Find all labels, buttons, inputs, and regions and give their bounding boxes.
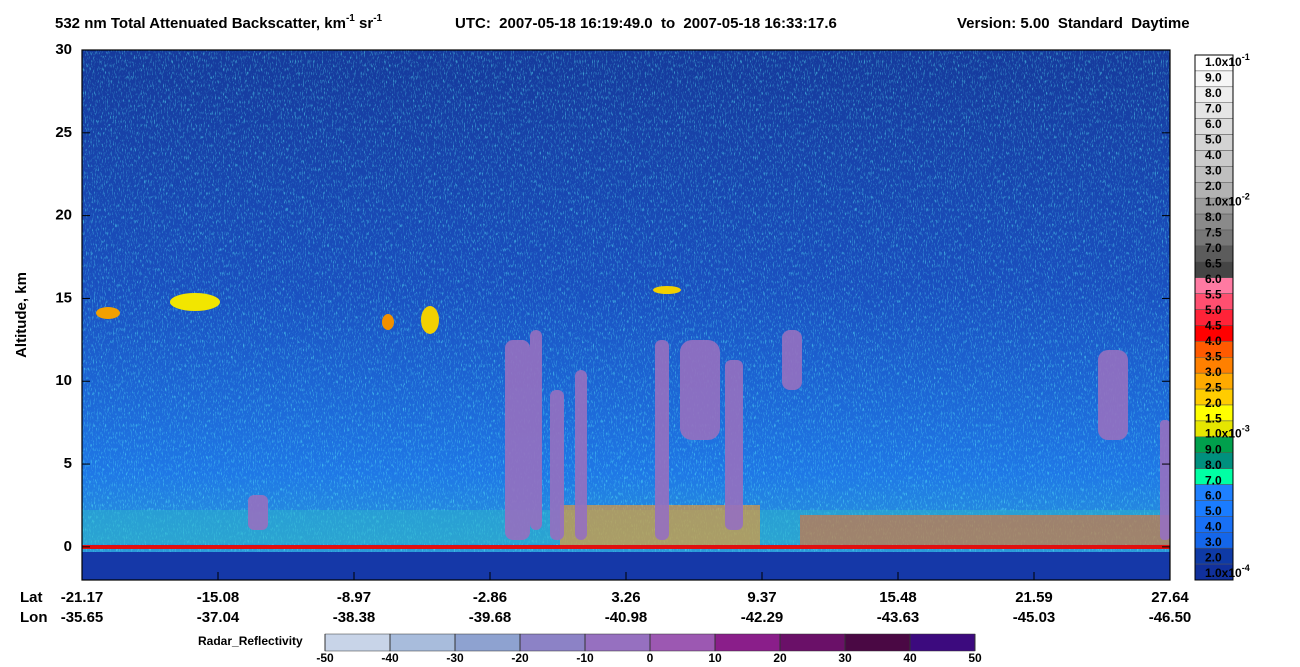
colorbar-label: 1.5	[1205, 411, 1222, 425]
colorbar-label: 4.0	[1205, 520, 1222, 534]
x-tick-label: -35.65	[61, 609, 104, 626]
colorbar-label-base: 1.0x10	[1205, 566, 1242, 580]
radar-colorbar-swatch	[454, 633, 521, 652]
radar-tick-label: 0	[647, 651, 654, 665]
y-tick-label: 5	[64, 455, 72, 472]
colorbar-label: 3.0	[1205, 164, 1222, 178]
colorbar-label: 9.0	[1205, 71, 1222, 85]
y-tick-label: 10	[55, 372, 72, 389]
colorbar-label-exp: -4	[1242, 563, 1250, 573]
radar-colorbar-title: Radar_Reflectivity	[198, 634, 303, 648]
y-tick-label: 15	[55, 289, 72, 306]
radar-tick-label: 50	[968, 651, 982, 665]
backscatter-field	[82, 50, 1170, 580]
radar-tick-label: -10	[576, 651, 594, 665]
x-tick-label: 27.64	[1151, 589, 1189, 606]
colorbar-label: 2.0	[1205, 396, 1222, 410]
radar-colorbar-swatch	[389, 633, 456, 652]
radar-colorbar-swatch	[844, 633, 911, 652]
colorbar-label: 3.0	[1205, 535, 1222, 549]
radar-tick-label: -30	[446, 651, 464, 665]
colorbar-label: 4.0	[1205, 148, 1222, 162]
colorbar-label: 1.0x10-2	[1205, 192, 1250, 209]
x-tick-label: 21.59	[1015, 589, 1053, 606]
y-tick-label: 0	[64, 538, 72, 555]
x-tick-label: -45.03	[1013, 609, 1056, 626]
chart-version: Version: 5.00 Standard Daytime	[957, 15, 1190, 32]
colorbar-label: 4.0	[1205, 334, 1222, 348]
x-tick-label: 9.37	[747, 589, 776, 606]
y-tick-label: 25	[55, 124, 72, 141]
x-tick-label: -46.50	[1149, 609, 1192, 626]
colorbar-label: 2.0	[1205, 551, 1222, 565]
colorbar-label: 4.5	[1205, 318, 1222, 332]
colorbar-label: 8.0	[1205, 210, 1222, 224]
radar-tick-label: 20	[773, 651, 787, 665]
x-tick-label: -42.29	[741, 609, 784, 626]
x-tick-label: -37.04	[197, 609, 240, 626]
x-tick-label: -40.98	[605, 609, 648, 626]
colorbar-label: 6.5	[1205, 256, 1222, 270]
colorbar-label: 5.0	[1205, 504, 1222, 518]
colorbar-label: 8.0	[1205, 86, 1222, 100]
colorbar-label: 3.0	[1205, 365, 1222, 379]
x-tick-label: -39.68	[469, 609, 512, 626]
colorbar-label: 7.0	[1205, 241, 1222, 255]
chart-title: 532 nm Total Attenuated Backscatter, km-…	[55, 13, 383, 32]
colorbar-label: 8.0	[1205, 458, 1222, 472]
colorbar-label-base: 1.0x10	[1205, 427, 1242, 441]
x-tick-label: 3.26	[611, 589, 640, 606]
x-row-label: Lat	[20, 589, 43, 606]
colorbar-label: 7.0	[1205, 473, 1222, 487]
x-tick-label: -21.17	[61, 589, 104, 606]
x-tick-label: -38.38	[333, 609, 376, 626]
colorbar-label: 7.5	[1205, 226, 1222, 240]
radar-colorbar-swatch	[584, 633, 651, 652]
colorbar-label: 7.0	[1205, 102, 1222, 116]
radar-colorbar-swatch	[519, 633, 586, 652]
colorbar-label: 1.0x10-1	[1205, 52, 1250, 69]
colorbar-label: 2.5	[1205, 380, 1222, 394]
y-tick-label: 30	[55, 41, 72, 58]
colorbar-label: 6.0	[1205, 272, 1222, 286]
radar-tick-label: 40	[903, 651, 917, 665]
x-tick-label: 15.48	[879, 589, 917, 606]
x-tick-label: -8.97	[337, 589, 371, 606]
x-row-label: Lon	[20, 609, 48, 626]
radar-colorbar-swatch	[714, 633, 781, 652]
radar-tick-label: 30	[838, 651, 852, 665]
colorbar-label-base: 1.0x10	[1205, 195, 1242, 209]
x-tick-label: -43.63	[877, 609, 920, 626]
chart-subtitle: UTC: 2007-05-18 16:19:49.0 to 2007-05-18…	[455, 15, 837, 32]
x-tick-label: -15.08	[197, 589, 240, 606]
colorbar-label-exp: -1	[1242, 52, 1250, 62]
colorbar-label: 1.0x10-4	[1205, 563, 1250, 580]
colorbar-label-exp: -3	[1242, 424, 1250, 434]
radar-tick-label: -50	[316, 651, 334, 665]
radar-colorbar-swatch	[649, 633, 716, 652]
colorbar-label: 5.0	[1205, 303, 1222, 317]
colorbar-label: 5.5	[1205, 287, 1222, 301]
radar-colorbar-swatch	[909, 633, 976, 652]
radar-tick-label: 10	[708, 651, 722, 665]
colorbar-label: 3.5	[1205, 349, 1222, 363]
colorbar-label: 9.0	[1205, 442, 1222, 456]
radar-tick-label: -20	[511, 651, 529, 665]
colorbar-label: 2.0	[1205, 179, 1222, 193]
colorbar-label-base: 1.0x10	[1205, 55, 1242, 69]
y-axis-label: Altitude, km	[13, 272, 30, 358]
colorbar-label: 6.0	[1205, 489, 1222, 503]
radar-tick-label: -40	[381, 651, 399, 665]
radar-colorbar-swatch	[324, 633, 391, 652]
colorbar-label: 6.0	[1205, 117, 1222, 131]
x-tick-label: -2.86	[473, 589, 507, 606]
radar-colorbar-swatch	[779, 633, 846, 652]
y-tick-label: 20	[55, 207, 72, 224]
colorbar-label-exp: -2	[1242, 192, 1250, 202]
colorbar-frame	[1194, 54, 1234, 581]
colorbar-label: 5.0	[1205, 133, 1222, 147]
colorbar-label: 1.0x10-3	[1205, 424, 1250, 441]
